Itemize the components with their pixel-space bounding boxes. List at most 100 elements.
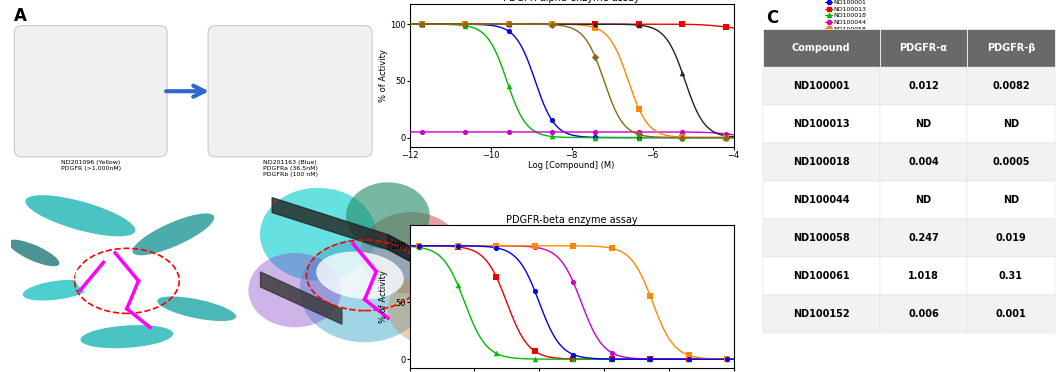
Point xyxy=(717,135,734,141)
Point xyxy=(488,245,505,251)
Point xyxy=(719,356,736,362)
Ellipse shape xyxy=(157,296,236,321)
Point xyxy=(681,356,698,362)
Bar xyxy=(763,295,879,333)
Text: 0.004: 0.004 xyxy=(908,157,939,167)
Point xyxy=(642,356,659,362)
Point xyxy=(413,21,430,27)
Bar xyxy=(763,105,879,143)
Point xyxy=(717,24,734,30)
Text: ND: ND xyxy=(915,195,931,205)
Point xyxy=(673,135,690,141)
X-axis label: Log [Compound] (M): Log [Compound] (M) xyxy=(528,161,615,170)
Point xyxy=(564,352,581,357)
Point xyxy=(500,83,517,89)
Circle shape xyxy=(248,253,341,327)
Point xyxy=(630,129,647,135)
Point xyxy=(413,21,430,27)
Point xyxy=(543,134,560,140)
Point xyxy=(642,356,659,362)
Point xyxy=(717,135,734,141)
Point xyxy=(500,21,517,27)
Point xyxy=(526,244,543,250)
Point xyxy=(604,356,620,362)
Point xyxy=(500,21,517,27)
FancyBboxPatch shape xyxy=(208,26,372,157)
Point xyxy=(413,21,430,27)
Point xyxy=(630,135,647,141)
Circle shape xyxy=(388,272,481,346)
Point xyxy=(630,135,647,141)
Point xyxy=(500,129,517,135)
Text: 0.001: 0.001 xyxy=(996,309,1026,318)
Point xyxy=(673,134,690,140)
Point xyxy=(449,243,466,249)
Point xyxy=(457,21,474,27)
Text: ND100013: ND100013 xyxy=(793,119,850,129)
Point xyxy=(673,135,690,141)
Bar xyxy=(879,105,967,143)
Bar xyxy=(879,181,967,219)
Bar xyxy=(967,295,1055,333)
Point xyxy=(673,129,690,135)
Text: 0.31: 0.31 xyxy=(999,271,1023,281)
Point xyxy=(681,356,698,362)
Point xyxy=(457,21,474,27)
Bar xyxy=(879,295,967,333)
Point xyxy=(630,21,647,27)
Bar xyxy=(967,105,1055,143)
Bar xyxy=(967,181,1055,219)
Text: ND100018: ND100018 xyxy=(793,157,850,167)
Point xyxy=(526,243,543,249)
Point xyxy=(719,356,736,362)
Point xyxy=(488,243,505,249)
Point xyxy=(564,279,581,285)
Point xyxy=(673,21,690,27)
Point xyxy=(526,356,543,362)
Point xyxy=(717,133,734,139)
Bar xyxy=(967,143,1055,181)
Legend: ND100001, ND100018, ND100058, ND100061, ND100152: ND100001, ND100018, ND100058, ND100061, … xyxy=(826,221,867,253)
Title: PDGFR-alpha enzyme assay: PDGFR-alpha enzyme assay xyxy=(503,0,641,3)
Point xyxy=(457,21,474,27)
Text: ND100001: ND100001 xyxy=(793,81,850,91)
Circle shape xyxy=(360,212,462,294)
Ellipse shape xyxy=(8,240,59,266)
Text: 0.019: 0.019 xyxy=(996,233,1026,243)
Point xyxy=(449,282,466,288)
Text: ND: ND xyxy=(1003,119,1019,129)
Bar xyxy=(879,29,967,67)
Point xyxy=(543,21,560,27)
Point xyxy=(630,22,647,28)
Point xyxy=(564,243,581,249)
Text: ND100152: ND100152 xyxy=(793,309,850,318)
Point xyxy=(457,21,474,27)
FancyBboxPatch shape xyxy=(15,26,167,157)
Point xyxy=(413,21,430,27)
Bar xyxy=(967,219,1055,257)
Text: Compound: Compound xyxy=(792,43,851,53)
Point xyxy=(488,274,505,280)
Point xyxy=(587,54,604,60)
Text: C: C xyxy=(766,9,778,27)
Point xyxy=(642,356,659,362)
Point xyxy=(681,356,698,362)
Y-axis label: % of Activity: % of Activity xyxy=(379,270,388,323)
Point xyxy=(564,356,581,362)
Point xyxy=(681,352,698,358)
Point xyxy=(681,356,698,362)
Text: 1.018: 1.018 xyxy=(908,271,939,281)
Point xyxy=(673,70,690,76)
Point xyxy=(587,135,604,141)
Point xyxy=(642,356,659,362)
Point xyxy=(587,25,604,31)
Bar xyxy=(763,257,879,295)
Text: 0.012: 0.012 xyxy=(908,81,939,91)
Bar xyxy=(763,219,879,257)
Text: ND: ND xyxy=(1003,195,1019,205)
Bar xyxy=(763,29,879,67)
Text: 0.247: 0.247 xyxy=(908,233,939,243)
Bar xyxy=(967,67,1055,105)
Text: PDGFR-β: PDGFR-β xyxy=(986,43,1035,53)
Bar xyxy=(763,67,879,105)
